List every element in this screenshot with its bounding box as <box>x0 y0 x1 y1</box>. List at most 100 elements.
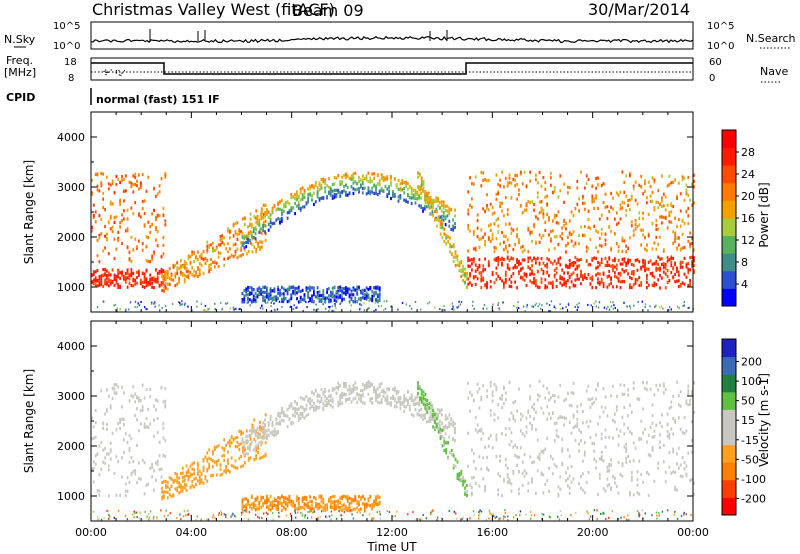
velocity-cell <box>448 424 451 429</box>
power-cell <box>546 262 549 266</box>
velocity-cell <box>162 426 165 430</box>
velocity-cell <box>576 417 579 422</box>
power-colorbar-label: Power [dB] <box>757 182 771 247</box>
power-cell <box>267 292 270 296</box>
power-cell <box>474 269 477 273</box>
velocity-cell <box>197 471 199 475</box>
velocity-cell <box>245 429 248 433</box>
velocity-cell <box>512 414 515 418</box>
power-noise <box>606 307 608 310</box>
velocity-cell <box>426 410 429 414</box>
power-cell <box>215 247 218 251</box>
power-cell <box>661 257 663 261</box>
velocity-cell <box>399 400 402 405</box>
velocity-cell <box>567 448 569 452</box>
power-cell <box>202 250 205 254</box>
power-cell <box>497 224 500 228</box>
velocity-cell <box>273 433 276 437</box>
velocity-cell <box>303 397 306 401</box>
power-noise <box>205 309 207 312</box>
velocity-cell <box>408 408 411 412</box>
power-cell <box>369 297 372 301</box>
velocity-cell <box>253 418 256 422</box>
power-cell <box>219 235 222 239</box>
power-cell <box>649 184 652 189</box>
power-noise <box>678 307 680 309</box>
power-cell <box>471 205 473 209</box>
velocity-noise <box>626 518 628 521</box>
velocity-cell <box>570 431 573 435</box>
power-cell <box>489 202 492 206</box>
power-cell <box>249 285 251 289</box>
power-cell <box>467 190 470 194</box>
power-cell <box>687 214 690 218</box>
power-cell <box>659 274 661 278</box>
power-cell <box>693 248 695 252</box>
power-cell <box>593 256 596 260</box>
power-cell <box>531 259 533 263</box>
power-cell <box>111 280 114 284</box>
power-cell <box>107 182 110 186</box>
power-cell <box>653 180 656 184</box>
power-cell <box>676 224 678 228</box>
velocity-cell <box>260 435 263 440</box>
power-cell <box>262 296 264 300</box>
power-cell <box>102 284 105 288</box>
velocity-cell <box>181 489 184 493</box>
power-cell <box>141 271 144 276</box>
velocity-cell <box>540 406 543 410</box>
power-cell <box>172 278 175 282</box>
velocity-cell <box>512 471 515 475</box>
power-noise <box>409 304 411 307</box>
power-cell <box>393 194 396 198</box>
velocity-cell <box>602 459 605 463</box>
power-cell <box>462 267 464 271</box>
power-cell <box>604 232 607 236</box>
velocity-cell <box>529 455 532 459</box>
power-cell <box>582 201 584 205</box>
power-cell <box>591 184 594 188</box>
nsky-frame <box>90 21 694 50</box>
velocity-cell <box>612 384 614 388</box>
velocity-cell <box>138 429 140 433</box>
velocity-cell <box>533 402 535 406</box>
velocity-cell <box>92 480 95 484</box>
power-cell <box>153 276 155 280</box>
power-cell <box>162 269 165 273</box>
velocity-cell <box>693 381 695 385</box>
velocity-cell <box>536 393 539 397</box>
power-cell <box>331 294 334 298</box>
velocity-cell <box>286 408 289 412</box>
velocity-cell <box>329 394 332 398</box>
velocity-cell <box>367 497 370 501</box>
velocity-cell <box>638 437 641 442</box>
power-cell <box>343 287 345 291</box>
power-cell <box>241 235 244 239</box>
velocity-cell <box>271 430 274 434</box>
velocity-cell <box>482 384 485 388</box>
power-cell <box>610 205 612 209</box>
velocity-cell <box>598 415 601 419</box>
power-cell <box>311 198 313 202</box>
power-cell <box>365 174 368 178</box>
velocity-cell <box>269 502 272 506</box>
velocity-cell <box>559 414 562 419</box>
power-cell <box>585 181 588 185</box>
power-cell <box>143 199 146 203</box>
power-cell <box>102 268 105 272</box>
power-cell <box>376 174 379 178</box>
power-cell <box>563 271 565 275</box>
power-cell <box>174 263 177 267</box>
velocity-cell <box>352 507 355 511</box>
power-cell <box>217 255 220 259</box>
velocity-cell <box>638 397 641 401</box>
power-cell <box>424 190 427 194</box>
velocity-cell <box>143 425 146 429</box>
velocity-cell <box>679 427 682 431</box>
velocity-cell <box>180 471 182 476</box>
velocity-cell <box>559 487 562 491</box>
velocity-cell <box>346 508 349 512</box>
power-cell <box>559 189 562 193</box>
velocity-cell <box>572 391 575 395</box>
